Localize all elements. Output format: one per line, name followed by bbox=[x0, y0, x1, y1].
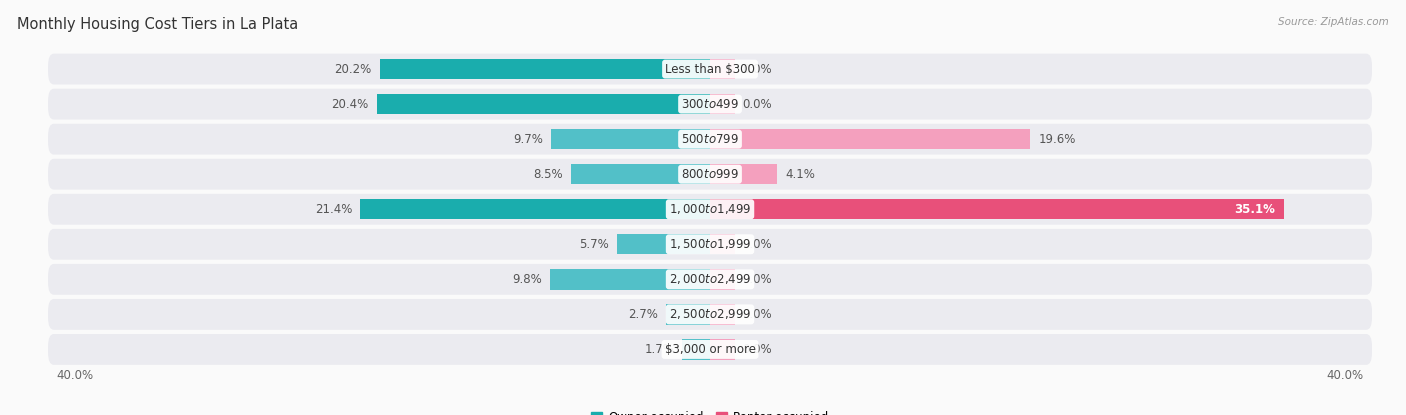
Text: 0.0%: 0.0% bbox=[742, 98, 772, 111]
Text: $800 to $999: $800 to $999 bbox=[681, 168, 740, 181]
Bar bbox=[710, 59, 734, 79]
Text: Monthly Housing Cost Tiers in La Plata: Monthly Housing Cost Tiers in La Plata bbox=[17, 17, 298, 32]
FancyBboxPatch shape bbox=[48, 89, 1372, 120]
Bar bbox=[571, 164, 710, 184]
Text: 1.7%: 1.7% bbox=[644, 343, 673, 356]
Text: 19.6%: 19.6% bbox=[1039, 133, 1076, 146]
Text: 2.7%: 2.7% bbox=[628, 308, 658, 321]
FancyBboxPatch shape bbox=[48, 264, 1372, 295]
Text: 0.0%: 0.0% bbox=[742, 63, 772, 76]
Bar bbox=[710, 129, 1031, 149]
Text: 40.0%: 40.0% bbox=[56, 369, 93, 382]
Bar bbox=[710, 304, 734, 325]
Bar bbox=[710, 339, 734, 359]
Bar bbox=[617, 234, 710, 254]
Bar bbox=[710, 94, 734, 114]
FancyBboxPatch shape bbox=[48, 124, 1372, 154]
Text: 35.1%: 35.1% bbox=[1234, 203, 1275, 216]
Text: $3,000 or more: $3,000 or more bbox=[665, 343, 755, 356]
Bar bbox=[360, 199, 710, 220]
Text: $2,000 to $2,499: $2,000 to $2,499 bbox=[669, 272, 751, 286]
Text: Source: ZipAtlas.com: Source: ZipAtlas.com bbox=[1278, 17, 1389, 27]
Legend: Owner-occupied, Renter-occupied: Owner-occupied, Renter-occupied bbox=[586, 406, 834, 415]
Text: $2,500 to $2,999: $2,500 to $2,999 bbox=[669, 308, 751, 321]
Text: 0.0%: 0.0% bbox=[742, 343, 772, 356]
Text: $1,000 to $1,499: $1,000 to $1,499 bbox=[669, 202, 751, 216]
Text: $300 to $499: $300 to $499 bbox=[681, 98, 740, 111]
Bar bbox=[377, 94, 710, 114]
Text: 0.0%: 0.0% bbox=[742, 308, 772, 321]
FancyBboxPatch shape bbox=[48, 54, 1372, 85]
Text: 0.0%: 0.0% bbox=[742, 238, 772, 251]
Text: Less than $300: Less than $300 bbox=[665, 63, 755, 76]
Bar bbox=[666, 304, 710, 325]
Text: $500 to $799: $500 to $799 bbox=[681, 133, 740, 146]
Bar bbox=[551, 129, 710, 149]
Bar bbox=[380, 59, 710, 79]
Bar bbox=[710, 234, 734, 254]
FancyBboxPatch shape bbox=[48, 194, 1372, 225]
Bar bbox=[710, 164, 778, 184]
Bar bbox=[550, 269, 710, 290]
Text: 21.4%: 21.4% bbox=[315, 203, 352, 216]
FancyBboxPatch shape bbox=[48, 159, 1372, 190]
Text: 9.7%: 9.7% bbox=[513, 133, 543, 146]
Text: 20.4%: 20.4% bbox=[332, 98, 368, 111]
Bar bbox=[682, 339, 710, 359]
Text: 9.8%: 9.8% bbox=[512, 273, 541, 286]
Bar bbox=[710, 199, 1284, 220]
Bar bbox=[710, 269, 734, 290]
Text: 8.5%: 8.5% bbox=[533, 168, 562, 181]
Text: 5.7%: 5.7% bbox=[579, 238, 609, 251]
FancyBboxPatch shape bbox=[48, 299, 1372, 330]
FancyBboxPatch shape bbox=[48, 334, 1372, 365]
FancyBboxPatch shape bbox=[48, 229, 1372, 260]
Text: 40.0%: 40.0% bbox=[1327, 369, 1364, 382]
Text: 0.0%: 0.0% bbox=[742, 273, 772, 286]
Text: 20.2%: 20.2% bbox=[335, 63, 371, 76]
Text: 4.1%: 4.1% bbox=[785, 168, 815, 181]
Text: $1,500 to $1,999: $1,500 to $1,999 bbox=[669, 237, 751, 251]
